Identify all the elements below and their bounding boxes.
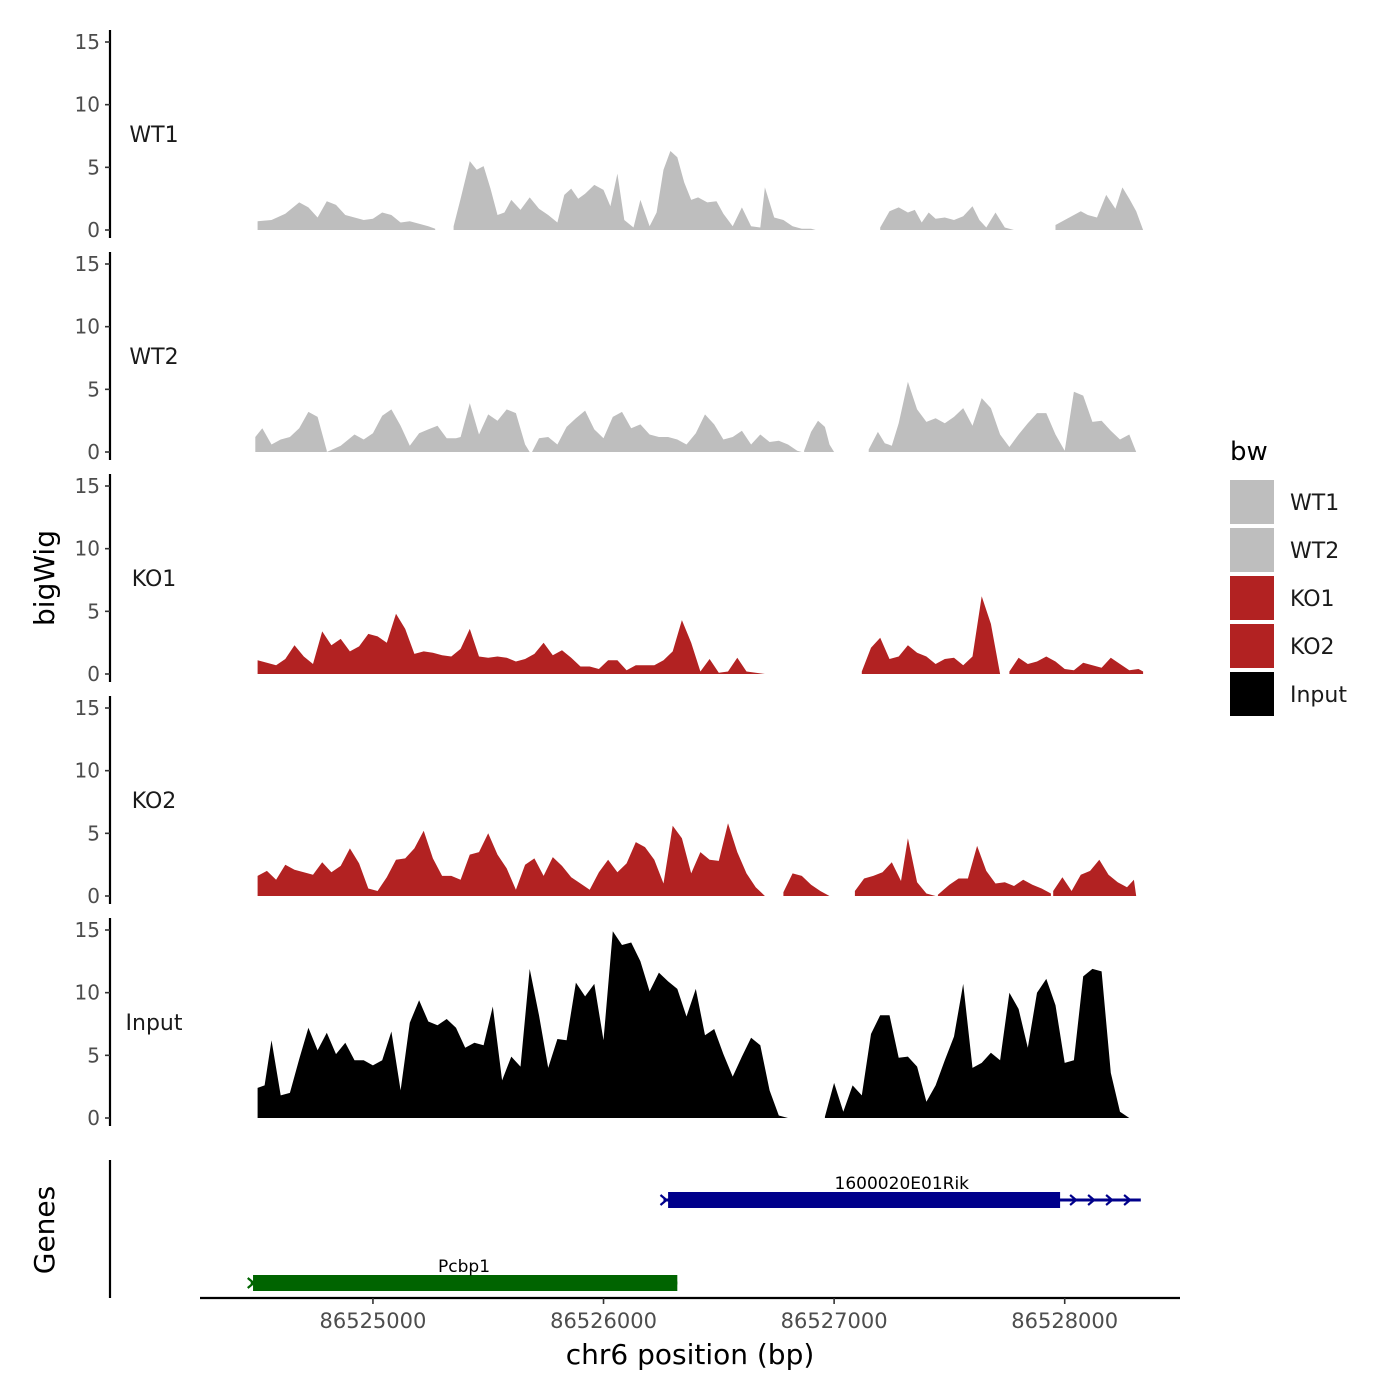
y-tick-label: 0 (87, 1106, 100, 1130)
coverage-area-wt2-3 (804, 420, 835, 452)
y-tick-label: 10 (75, 93, 100, 117)
coverage-area-ko1-1 (861, 596, 1001, 674)
coverage-area-wt1-3 (1055, 187, 1144, 230)
track-label: WT2 (129, 345, 178, 370)
x-tick-label: 86528000 (1011, 1309, 1118, 1333)
coverage-area-ko2-4 (1053, 859, 1137, 896)
legend-item-input: Input (1230, 672, 1347, 716)
legend-title: bw (1230, 437, 1268, 467)
track-wt1: 0 5 10 15 WT1 (75, 30, 1144, 242)
coverage-area-wt1-2 (880, 206, 1014, 230)
track-label: KO2 (132, 789, 177, 814)
legend-label: WT1 (1290, 491, 1339, 516)
legend-item-ko1: KO1 (1230, 576, 1335, 620)
gene-label: Pcbp1 (438, 1257, 490, 1277)
coverage-area-wt2-1 (326, 403, 530, 452)
bigwig-tracks: 0 5 10 15 WT1 0 5 10 15 WT2 0 5 10 15 KO1 0 5 10 15 KO2 0 5 10… (75, 30, 1144, 1130)
legend-item-wt1: WT1 (1230, 480, 1339, 524)
legend-label: Input (1290, 683, 1347, 708)
legend-swatch (1230, 576, 1274, 620)
y-tick-label: 10 (75, 537, 100, 561)
legend-swatch (1230, 528, 1274, 572)
coverage-area-ko2-1 (783, 873, 830, 896)
strand-arrow (1087, 1194, 1096, 1206)
y-tick-label: 5 (87, 1043, 100, 1067)
y-tick-label: 10 (75, 759, 100, 783)
y-tick-label: 0 (87, 218, 100, 242)
genes-axis-title: Genes (28, 1186, 61, 1274)
strand-arrow (1123, 1194, 1132, 1206)
y-tick-label: 5 (87, 599, 100, 623)
track-input: 0 5 10 15 Input (75, 918, 1134, 1130)
legend-label: WT2 (1290, 539, 1339, 564)
y-tick-label: 10 (75, 981, 100, 1005)
y-tick-label: 15 (75, 252, 100, 276)
coverage-area-ko1-2 (1009, 656, 1144, 674)
legend-item-ko2: KO2 (1230, 624, 1335, 668)
y-tick-label: 15 (75, 918, 100, 942)
coverage-area-ko2-0 (257, 823, 765, 896)
y-tick-label: 15 (75, 30, 100, 54)
y-tick-label: 5 (87, 377, 100, 401)
y-tick-label: 0 (87, 884, 100, 908)
x-tick-label: 86525000 (319, 1309, 426, 1333)
strand-arrow (1105, 1194, 1114, 1206)
y-axis-title: bigWig (28, 530, 61, 626)
coverage-area-wt2-0 (255, 411, 327, 452)
gene-track: 1600020E01Rik Pcbp1 (108, 1160, 1141, 1298)
legend-item-wt2: WT2 (1230, 528, 1339, 572)
coverage-area-ko2-3 (937, 845, 1051, 896)
legend-swatch (1230, 672, 1274, 716)
y-tick-label: 15 (75, 696, 100, 720)
strand-arrow (1069, 1194, 1078, 1206)
x-axis: 86525000 86526000 86527000 86528000 (200, 1296, 1180, 1333)
legend-label: KO2 (1290, 635, 1335, 660)
x-axis-title: chr6 position (bp) (566, 1338, 815, 1371)
coverage-area-ko1-0 (257, 613, 765, 674)
coverage-area-input-0 (257, 931, 825, 1118)
coverage-area-wt2-2 (532, 410, 802, 452)
track-ko2: 0 5 10 15 KO2 (75, 696, 1137, 908)
y-tick-label: 5 (87, 155, 100, 179)
legend-swatch (1230, 480, 1274, 524)
gene-exon-block (668, 1192, 1061, 1208)
track-label: WT1 (129, 123, 178, 148)
gene-exon-block (253, 1275, 678, 1291)
y-tick-label: 15 (75, 474, 100, 498)
x-tick-label: 86526000 (550, 1309, 657, 1333)
strand-arrow (659, 1194, 669, 1206)
coverage-area-ko2-2 (854, 838, 936, 896)
gene-pcbp1: Pcbp1 (247, 1257, 678, 1291)
y-tick-label: 0 (87, 440, 100, 464)
legend-label: KO1 (1290, 587, 1335, 612)
y-tick-label: 5 (87, 821, 100, 845)
coverage-area-wt1-1 (453, 151, 816, 230)
gene-1600020e01rik: 1600020E01Rik (659, 1174, 1141, 1208)
x-tick-label: 86527000 (781, 1309, 888, 1333)
y-tick-label: 0 (87, 662, 100, 686)
track-ko1: 0 5 10 15 KO1 (75, 474, 1144, 686)
gene-label: 1600020E01Rik (835, 1174, 970, 1194)
legend: bw WT1 WT2 KO1 KO2 Input (1230, 437, 1347, 716)
coverage-area-wt1-0 (257, 201, 436, 230)
coverage-area-input-1 (824, 968, 1134, 1118)
y-tick-label: 10 (75, 315, 100, 339)
track-label: Input (126, 1011, 183, 1036)
coverage-area-wt2-4 (868, 381, 1137, 452)
track-wt2: 0 5 10 15 WT2 (75, 252, 1137, 464)
track-label: KO1 (132, 567, 177, 592)
legend-swatch (1230, 624, 1274, 668)
